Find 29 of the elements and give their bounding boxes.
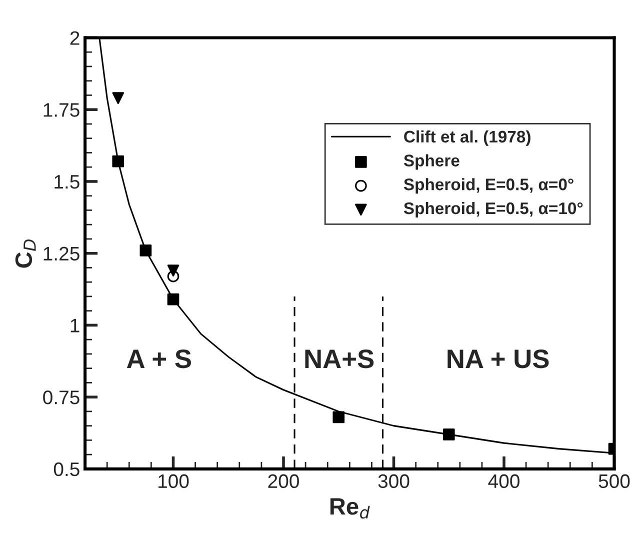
y-tick-label: 1.75 [44, 103, 80, 117]
annotation: A + S [126, 350, 191, 368]
point [332, 411, 345, 424]
y-tick-label: 1 [70, 318, 80, 332]
point [167, 270, 180, 282]
point [112, 155, 124, 168]
x-tick-label: 300 [378, 474, 410, 488]
y-tick-label: 2 [70, 31, 80, 45]
point [140, 244, 152, 256]
point [167, 293, 180, 306]
y-tick-label: 0.5 [54, 462, 80, 476]
x-axis-title: Re$_{d}$ [330, 498, 370, 519]
x-tick-label: 400 [488, 474, 520, 488]
legend-label: Sphere [404, 154, 460, 170]
y-axis-title: C$_{D}$ [15, 239, 36, 268]
y-tick-label: 1.25 [44, 246, 80, 261]
point [112, 92, 124, 104]
annotation: NA + US [448, 350, 549, 368]
annotation: NA+S [305, 350, 374, 368]
x-tick-label: 200 [268, 474, 299, 488]
legend-label: Clift et al. (1978) [404, 130, 530, 146]
point [167, 264, 180, 276]
point [442, 428, 455, 440]
legend-label: Spheroid, E=0.5, α=0° [404, 178, 574, 194]
x-tick-label: 500 [598, 474, 630, 488]
y-tick-label: 1.5 [54, 175, 80, 189]
x-tick-label: 100 [158, 474, 189, 488]
legend-label: Spheroid, E=0.5, α=10° [404, 202, 583, 218]
y-tick-label: 0.75 [43, 390, 80, 404]
